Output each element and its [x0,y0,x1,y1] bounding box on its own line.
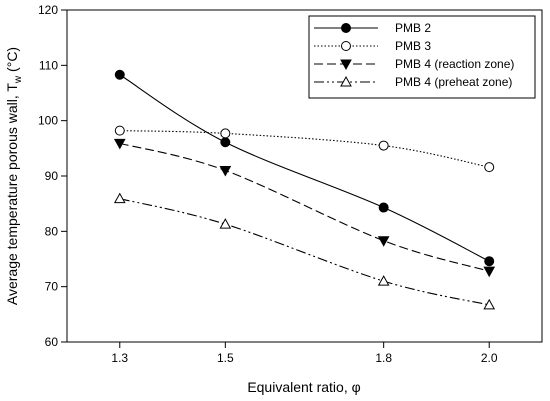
series-markers [113,69,496,310]
legend-marker [340,59,352,71]
data-point [220,137,231,148]
x-axis-title: Equivalent ratio, φ [247,379,360,395]
legend-label: PMB 2 [395,21,431,35]
data-point [483,266,496,278]
data-point [114,69,125,80]
y-tick-label: 120 [38,3,58,17]
legend-label: PMB 3 [395,39,431,53]
y-tick-label: 100 [38,114,58,128]
data-point [220,128,231,139]
x-tick-label: 1.3 [111,351,128,365]
data-point [378,140,389,151]
data-point [377,236,390,247]
data-point [219,218,232,229]
legend: PMB 2 PMB 3 PMB 4 (reaction zone) PMB 4 (pr… [308,15,536,99]
y-tick-label: 90 [45,169,59,183]
x-axis-ticks: 1.3 1.5 1.8 2.0 [111,342,498,365]
series-line [119,130,490,168]
x-tick-label: 1.5 [217,351,234,365]
data-point [219,165,232,177]
legend-marker [341,41,351,51]
y-axis-title-unit: (°C) [4,47,20,76]
y-axis-title-subscript: w [13,75,24,84]
data-point [114,125,125,136]
y-tick-label: 110 [39,58,58,72]
y-tick-label: 60 [45,335,59,349]
x-tick-label: 2.0 [481,351,498,365]
y-axis-title: Average temperature porous wall, Tw (°C) [4,47,24,305]
y-tick-label: 70 [45,280,59,294]
y-axis-ticks: 60 70 80 90 100 110 120 [38,3,67,349]
data-point [377,275,390,286]
data-point [483,298,496,310]
legend-label: PMB 4 (reaction zone) [395,57,514,71]
legend-marker [341,23,351,33]
legend-label: PMB 4 (preheat zone) [395,75,512,89]
data-point [378,202,389,213]
series-line [119,142,490,272]
data-point [484,256,495,267]
series-lines [119,74,490,306]
data-point [484,162,495,173]
legend-marker [340,75,352,87]
y-axis-title-main: Average temperature porous wall, T [4,83,20,305]
series-line [119,198,490,306]
data-point [113,192,126,204]
x-tick-label: 1.8 [375,351,392,365]
series-line [119,74,490,262]
data-point [113,138,126,150]
y-tick-label: 80 [45,224,59,238]
